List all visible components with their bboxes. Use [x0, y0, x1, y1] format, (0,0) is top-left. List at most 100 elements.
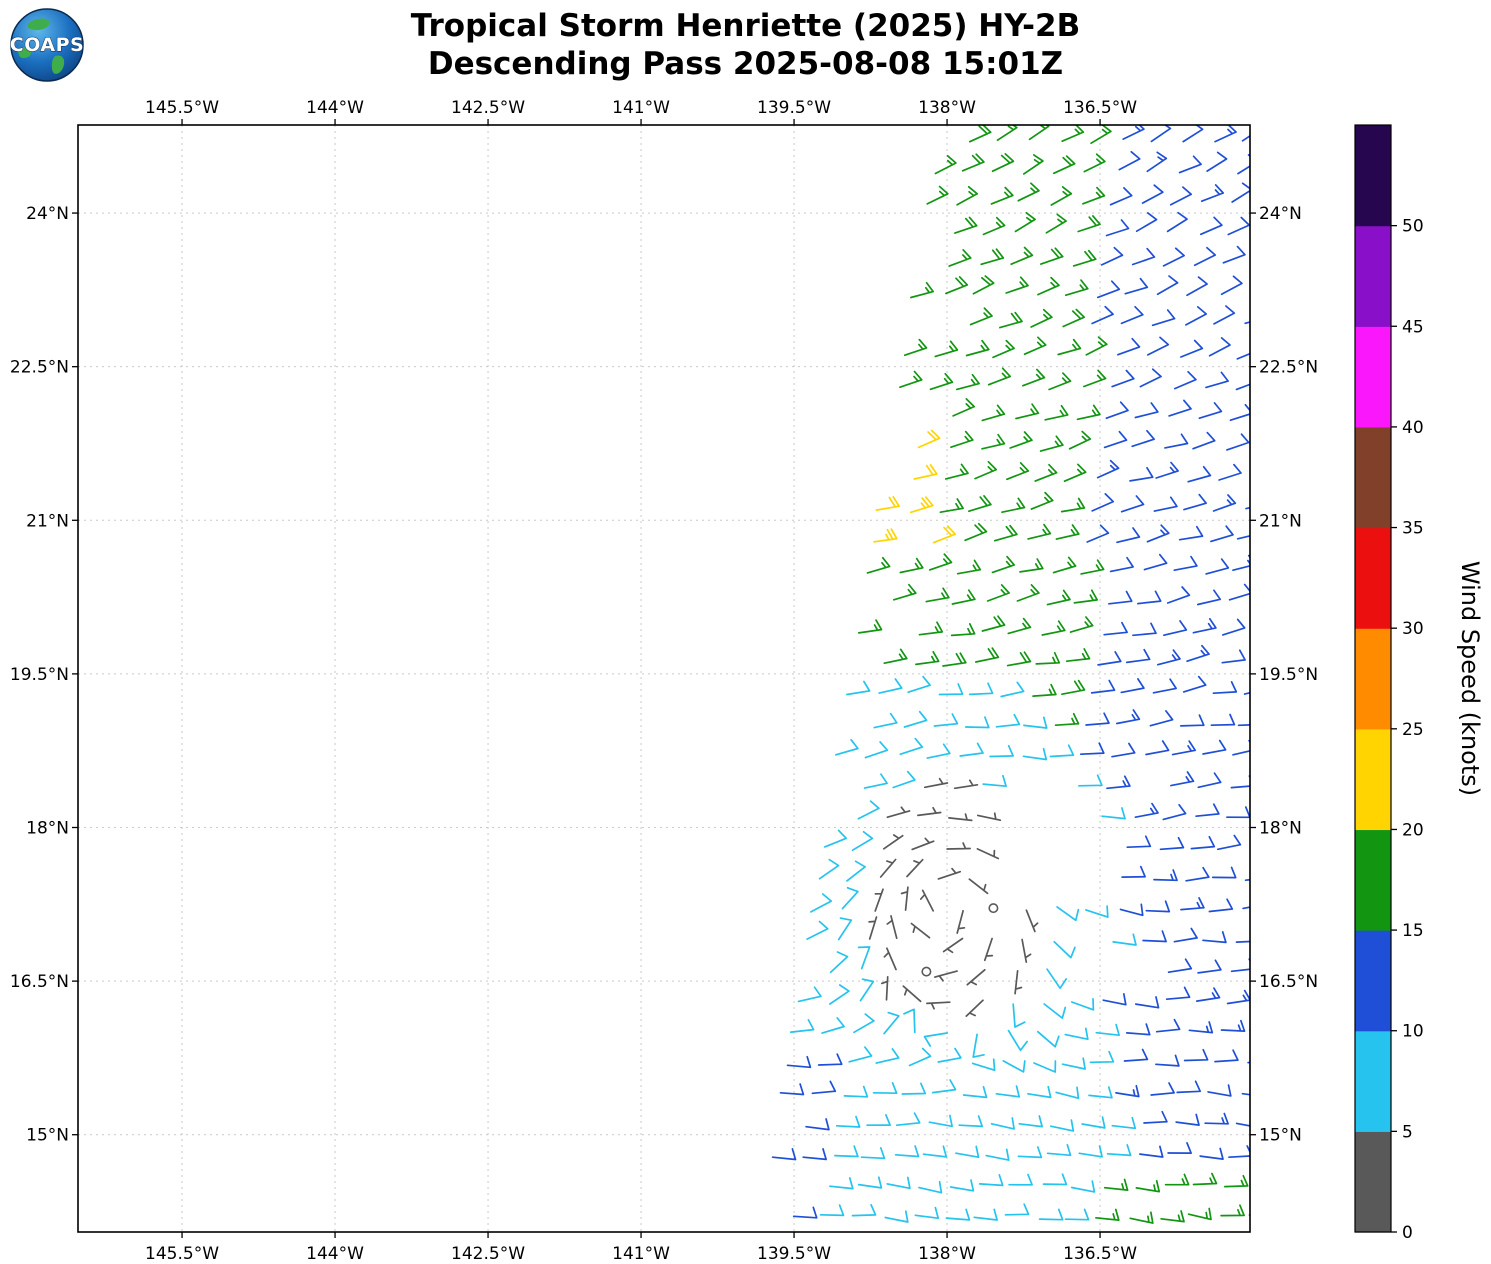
wind-barb — [974, 460, 998, 480]
wind-barb — [886, 915, 898, 940]
wind-barb — [1169, 186, 1193, 206]
wind-barb — [817, 1053, 843, 1066]
wind-barb — [1118, 150, 1141, 171]
wind-barb — [1008, 1173, 1033, 1186]
wind-barb — [1111, 369, 1135, 388]
wind-barb — [1014, 211, 1036, 233]
wind-barb — [1192, 617, 1217, 634]
wind-barb — [1242, 906, 1250, 910]
wind-barb — [1190, 835, 1216, 850]
wind-barb — [1022, 154, 1044, 175]
wind-barb — [999, 311, 1023, 329]
wind-barb — [1199, 216, 1223, 236]
wind-barb — [995, 1085, 1021, 1098]
wind-barb — [1259, 405, 1281, 420]
wind-barb — [900, 886, 909, 911]
wind-barb — [857, 946, 871, 970]
wind-barb — [1214, 125, 1237, 143]
calm-circle-marker — [988, 903, 999, 914]
colorbar-segment — [1355, 225, 1391, 327]
wind-barb — [903, 1008, 916, 1034]
wind-barb — [779, 1083, 805, 1096]
wind-barb — [1022, 747, 1048, 761]
wind-barb — [956, 909, 966, 934]
wind-barb — [956, 185, 979, 206]
colorbar-tick-label: 15 — [1402, 921, 1424, 941]
wind-barb — [1123, 1048, 1149, 1062]
wind-barb — [883, 648, 908, 665]
wind-barb — [1168, 399, 1192, 417]
wind-barb — [901, 1082, 927, 1095]
wind-barb — [1228, 1145, 1250, 1159]
wind-barb — [1164, 1173, 1190, 1186]
wind-barb — [937, 867, 962, 880]
wind-barb — [1260, 770, 1282, 784]
wind-barb — [860, 1147, 886, 1160]
wind-barb — [993, 524, 1018, 542]
wind-barb — [1208, 898, 1234, 913]
wind-barb — [1187, 1207, 1212, 1221]
wind-barb — [1033, 1060, 1057, 1073]
wind-barb — [846, 680, 871, 696]
wind-barb — [952, 398, 976, 417]
y-tick-label-right: 16.5°N — [1259, 972, 1318, 992]
wind-barb — [1213, 305, 1236, 325]
wind-barb — [1252, 649, 1275, 663]
wind-barb — [928, 553, 953, 571]
wind-barb — [1223, 1174, 1249, 1188]
wind-barb — [819, 1204, 845, 1217]
wind-barb — [918, 1180, 943, 1194]
wind-barb — [1259, 588, 1281, 604]
x-tick-label-bottom: 142.5°W — [451, 1244, 525, 1264]
wind-barb — [1226, 806, 1250, 819]
wind-barb — [1096, 280, 1121, 299]
wind-barb — [834, 1145, 859, 1158]
colorbar-segment — [1355, 527, 1391, 629]
wind-barb — [991, 153, 1015, 173]
wind-barb — [986, 584, 1010, 602]
y-tick-label-right: 22.5°N — [1259, 358, 1318, 378]
wind-barb — [990, 1117, 1015, 1130]
x-tick-label-bottom: 141°W — [612, 1244, 670, 1264]
wind-barb — [1005, 276, 1029, 294]
y-tick-label-left: 21°N — [26, 511, 69, 531]
y-tick-label-left: 22.5°N — [10, 358, 69, 378]
wind-barb — [1153, 496, 1178, 512]
colorbar-segment — [1355, 326, 1391, 428]
wind-barb — [1070, 1180, 1096, 1193]
wind-barb — [1004, 1203, 1030, 1216]
wind-barb — [1206, 151, 1228, 172]
wind-barb — [1210, 525, 1234, 543]
wind-barb — [1229, 403, 1250, 422]
wind-barb — [968, 682, 994, 696]
wind-barb — [857, 800, 880, 820]
wind-barb — [1185, 866, 1210, 882]
wind-barb — [892, 770, 916, 789]
wind-barb — [1226, 433, 1250, 451]
wind-barb — [968, 495, 992, 513]
wind-barb — [886, 806, 911, 819]
wind-barb — [1046, 589, 1071, 606]
wind-barb — [923, 777, 949, 789]
wind-barb — [1145, 740, 1170, 756]
wind-barb — [805, 1118, 830, 1131]
wind-barb — [954, 216, 978, 234]
wind-barb — [1134, 996, 1160, 1009]
wind-barb — [1202, 931, 1227, 944]
wind-barb — [910, 922, 931, 939]
wind-barb — [1162, 803, 1187, 821]
wind-barb — [1006, 651, 1032, 667]
wind-barb — [926, 1001, 951, 1010]
wind-barb — [797, 986, 822, 1003]
wind-barb — [853, 1013, 875, 1034]
wind-barb — [1254, 434, 1276, 448]
wind-barb — [1134, 402, 1159, 419]
wind-barb — [1109, 556, 1134, 573]
wind-barb — [1221, 649, 1246, 664]
wind-barb — [1019, 558, 1044, 573]
wind-barb — [1230, 958, 1250, 973]
wind-barb — [1146, 524, 1170, 543]
wind-barb — [1232, 554, 1250, 572]
wind-barb — [806, 920, 829, 940]
wind-barb — [1262, 960, 1285, 971]
